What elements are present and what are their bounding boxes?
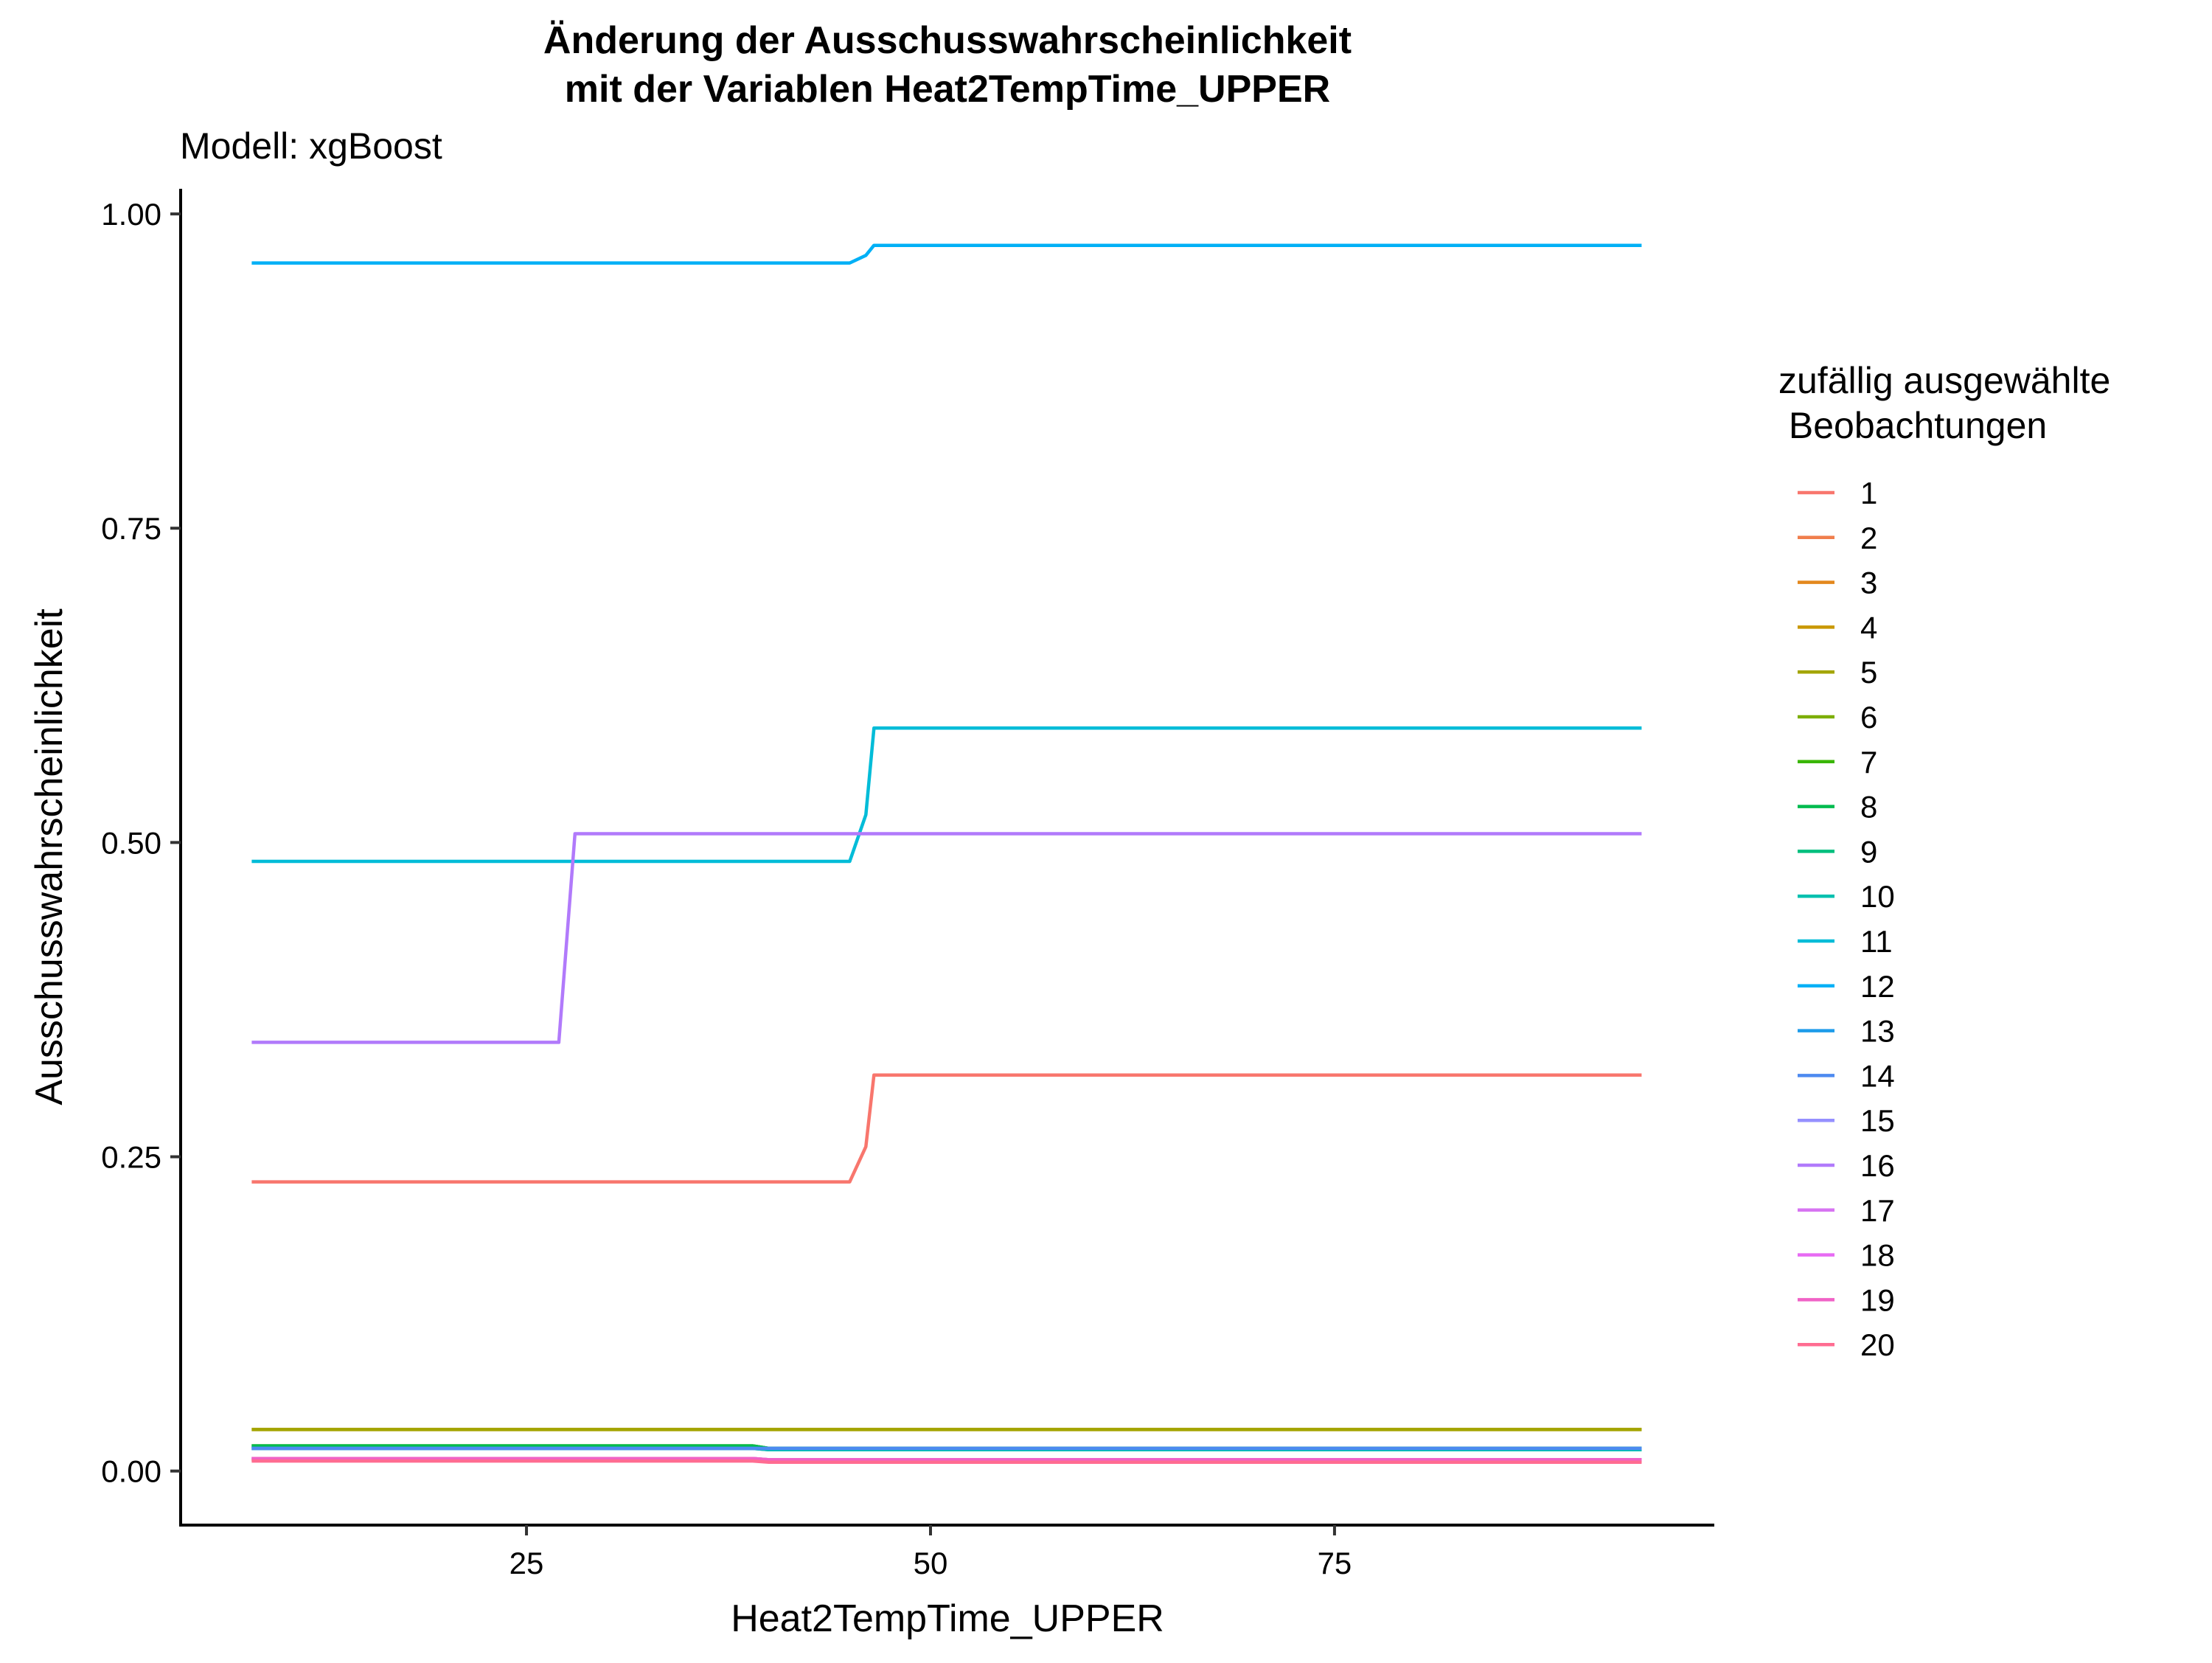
legend-title: zufällig ausgewählte [1778,360,2110,401]
legend-label-11: 11 [1860,924,1893,959]
legend-label-20: 20 [1860,1327,1895,1362]
series-lines [251,243,1642,1465]
legend-label-5: 5 [1860,655,1877,690]
legend-label-13: 13 [1860,1014,1895,1049]
x-axis-title: Heat2TempTime_UPPER [731,1597,1164,1640]
legend-label-18: 18 [1860,1238,1895,1273]
y-axis-title: Ausschusswahrscheinlichkeit [28,608,71,1105]
x-axis-ticks: 25 50 75 [509,1525,1352,1580]
legend-label-12: 12 [1860,969,1895,1004]
legend-label-4: 4 [1860,610,1877,645]
x-tick-label: 50 [914,1546,948,1580]
series-line-11 [251,726,1642,864]
series-line-1 [251,1073,1642,1184]
chart-title-line2: mit der Variablen Heat2TempTime_UPPER [565,68,1330,111]
series-line-16 [251,832,1642,1044]
legend-label-1: 1 [1860,476,1877,510]
y-axis-ticks: 0.00 0.25 0.50 0.75 1.00 [101,197,181,1489]
y-tick-label: 0.75 [101,511,161,546]
legend-label-17: 17 [1860,1193,1895,1228]
legend-label-16: 16 [1860,1148,1895,1183]
x-tick-label: 75 [1318,1546,1352,1580]
legend-label-2: 2 [1860,521,1877,555]
legend: zufällig ausgewählte Beobachtungen 12345… [1778,360,2110,1362]
y-tick-label: 0.00 [101,1454,161,1489]
x-tick-label: 25 [509,1546,544,1580]
legend-label-10: 10 [1860,879,1895,914]
legend-label-7: 7 [1860,745,1877,780]
series-line-20 [251,1459,1642,1465]
y-tick-label: 0.25 [101,1140,161,1175]
legend-label-9: 9 [1860,834,1877,869]
legend-label-19: 19 [1860,1282,1895,1317]
legend-title-line2: Beobachtungen [1778,405,2047,446]
legend-label-3: 3 [1860,566,1877,600]
y-tick-label: 0.50 [101,825,161,860]
chart-subtitle: Modell: xgBoost [180,125,442,167]
legend-label-14: 14 [1860,1058,1895,1093]
y-tick-label: 1.00 [101,197,161,232]
legend-label-6: 6 [1860,700,1877,735]
legend-label-15: 15 [1860,1103,1895,1138]
chart-title: Änderung der Ausschusswahrscheinlichkeit [543,19,1352,62]
series-line-12 [251,243,1642,265]
legend-label-8: 8 [1860,790,1877,824]
series-line-19 [251,1457,1642,1462]
